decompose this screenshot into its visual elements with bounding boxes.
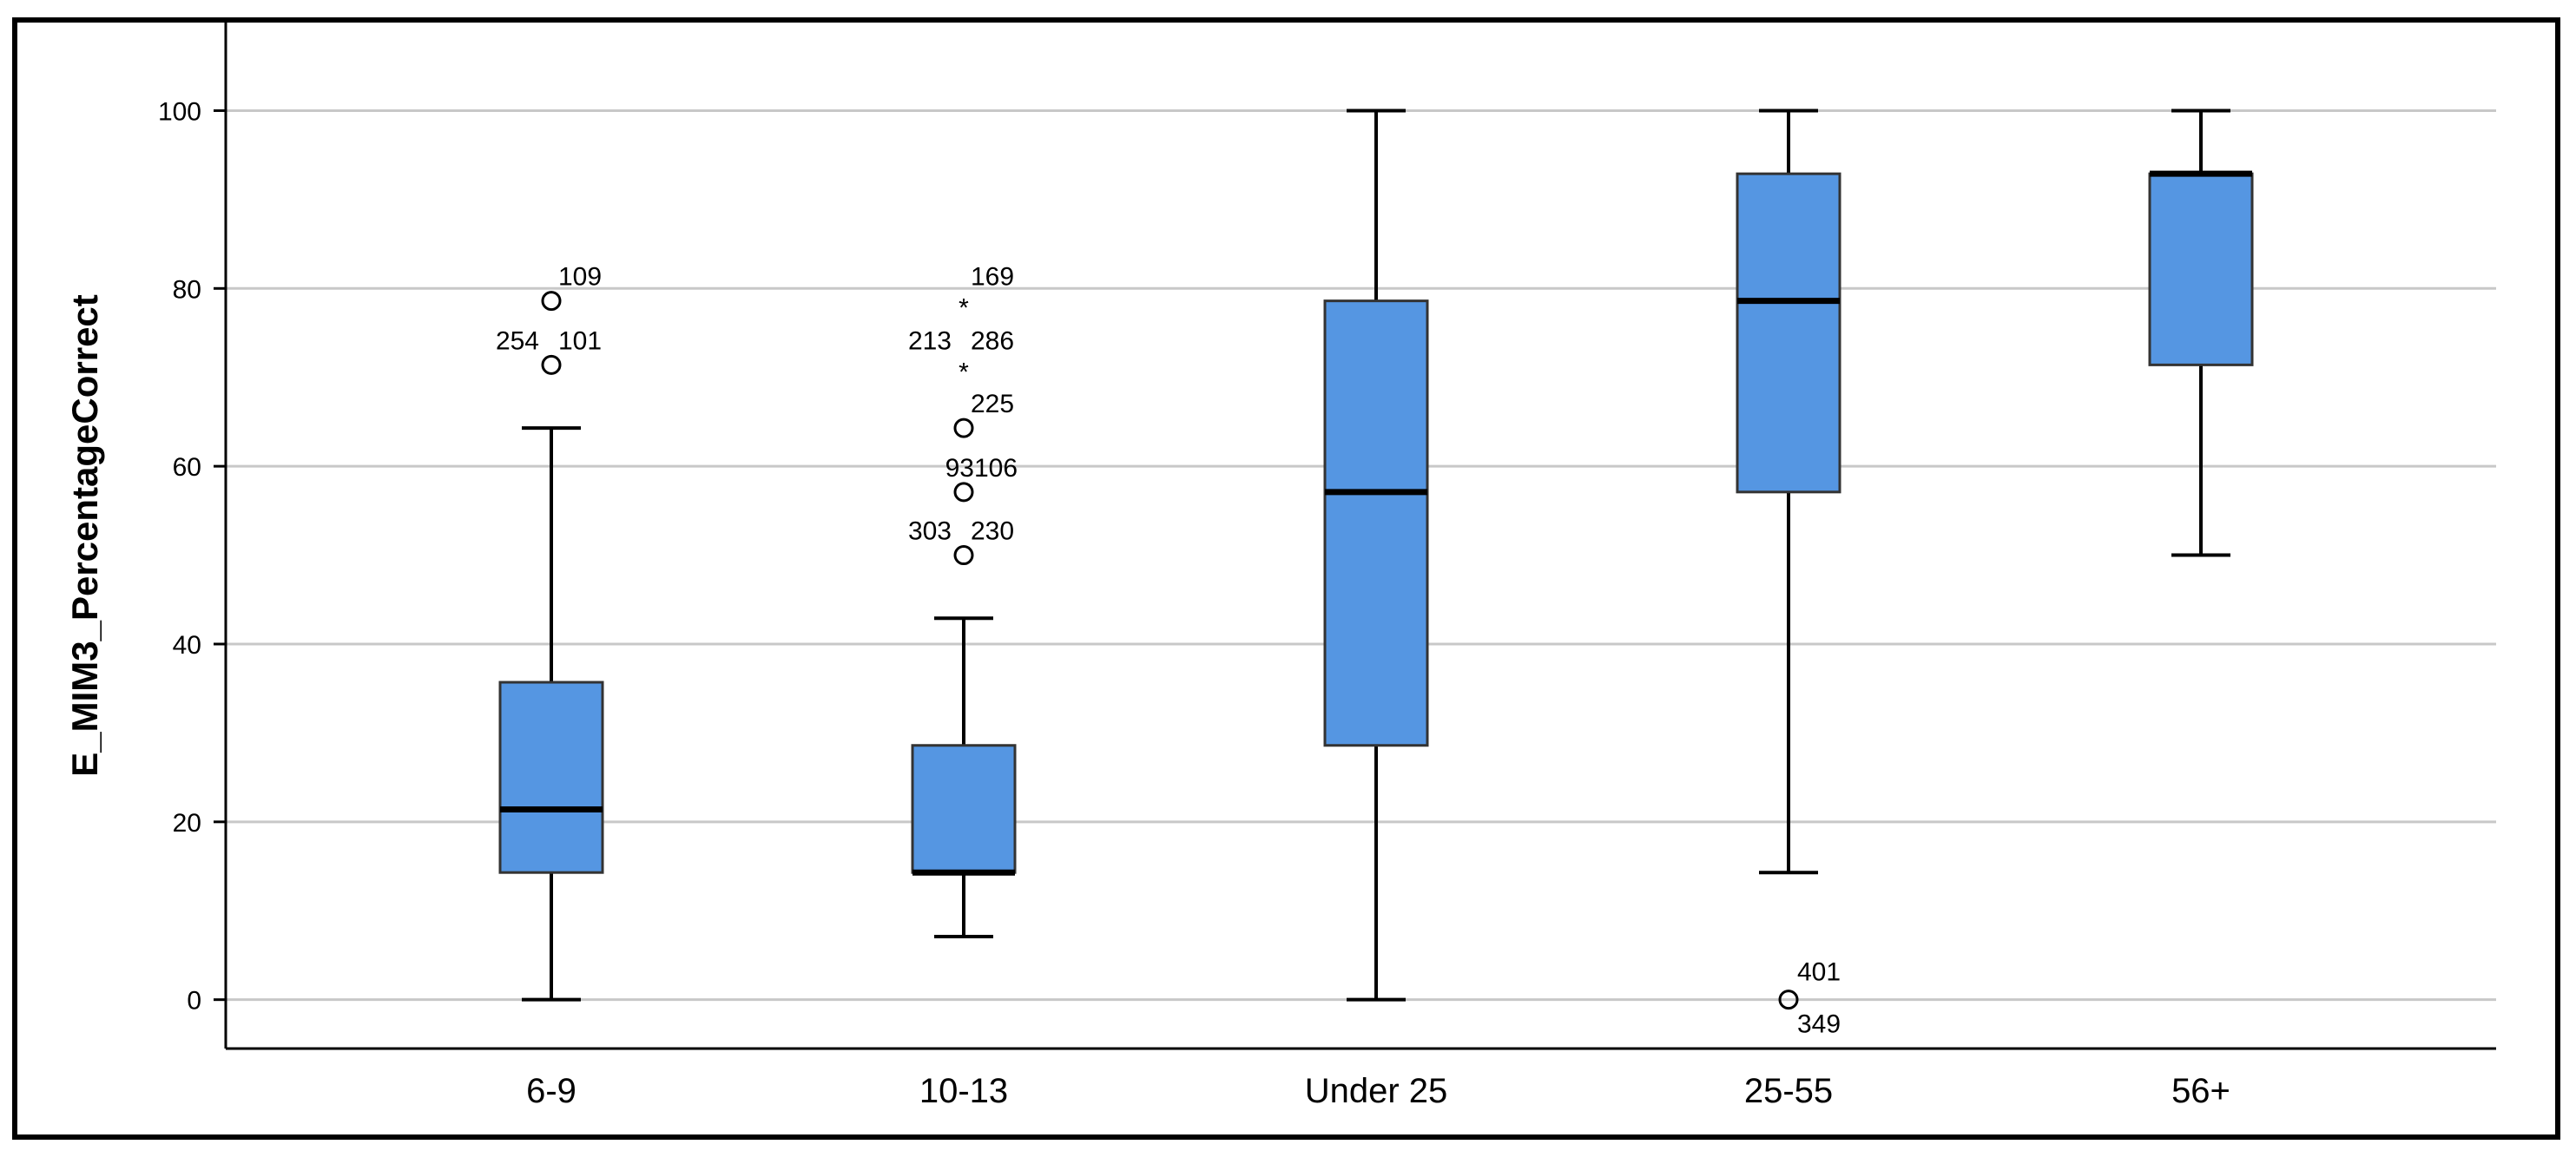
y-tick-label: 100: [158, 97, 201, 126]
outlier-label: 93: [945, 454, 974, 483]
chart-frame: 0 20 40 60 80 100 109 254 101 * 169 * 213 286 225 93 10…: [12, 17, 2560, 1140]
box: [498, 681, 604, 874]
outlier-label: 349: [1797, 1010, 1841, 1039]
box-group: [1323, 109, 1429, 1002]
outlier-label: 106: [974, 454, 1018, 483]
outlier-circle: [541, 291, 562, 312]
outlier-label: 213: [908, 326, 952, 355]
outlier-circle: [953, 418, 974, 438]
category-label: 25-55: [1744, 1072, 1833, 1110]
outlier-circle: [1778, 990, 1799, 1010]
box: [2148, 172, 2254, 366]
outlier-label: 303: [908, 517, 952, 546]
boxes: [498, 109, 2254, 1002]
outlier-label: 401: [1797, 958, 1841, 987]
outlier: 93 106: [945, 454, 1018, 503]
outlier: 401 349: [1778, 958, 1841, 1039]
outlier-label: 169: [971, 263, 1014, 292]
box-group: [911, 616, 1017, 938]
y-tick-label: 40: [173, 631, 201, 660]
box-group: [1736, 109, 1841, 875]
outlier-circle: [953, 545, 974, 566]
y-tick-labels: 0 20 40 60 80 100: [158, 97, 201, 1015]
box-group: [2148, 109, 2254, 557]
outlier-star: *: [959, 294, 969, 323]
outlier-label: 230: [971, 517, 1014, 546]
box-group: [498, 426, 604, 1002]
outlier-star: *: [959, 358, 969, 386]
outlier-label: 101: [558, 326, 602, 355]
outlier-label: 225: [971, 390, 1014, 418]
outlier: *213 286: [908, 326, 1014, 386]
box: [1323, 299, 1429, 747]
category-label: 10-13: [919, 1072, 1008, 1110]
outlier-label: 254: [496, 326, 539, 355]
category-labels: 6-9 10-13 Under 25 25-55 56+: [526, 1072, 2230, 1110]
category-label: 6-9: [526, 1072, 576, 1110]
y-tick-label: 80: [173, 275, 201, 304]
y-tick-label: 0: [187, 987, 201, 1016]
y-tick-label: 20: [173, 809, 201, 838]
outlier-circle: [953, 482, 974, 503]
axes: [214, 23, 2496, 1050]
outlier: 303 230: [908, 517, 1014, 566]
outlier: 225: [953, 390, 1014, 438]
category-label: 56+: [2171, 1072, 2230, 1110]
box: [1736, 172, 1841, 494]
outlier: 254 101: [496, 326, 602, 375]
outlier: *169: [959, 263, 1014, 323]
outlier-label: 286: [971, 326, 1014, 355]
outlier-label: 109: [558, 263, 602, 292]
category-label: Under 25: [1305, 1072, 1448, 1110]
outlier: 109: [541, 263, 602, 312]
outlier-circle: [541, 354, 562, 375]
box: [911, 744, 1017, 874]
y-axis-label: E_MIM3_PercentageCorrect: [64, 294, 105, 777]
y-tick-label: 60: [173, 453, 201, 482]
